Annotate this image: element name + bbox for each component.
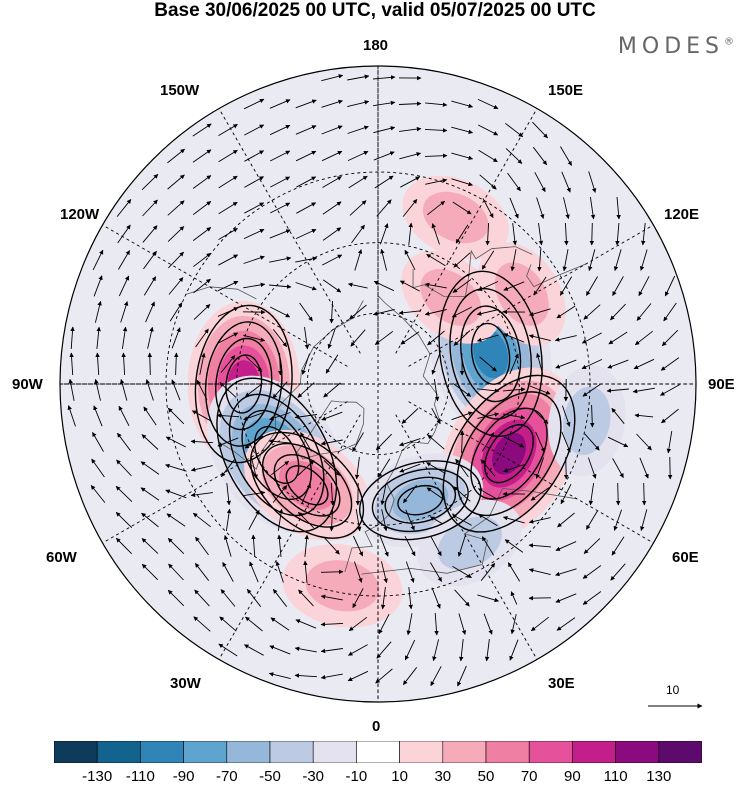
colorbar-tick-label: -90 [173, 768, 195, 785]
colorbar-tick-label: 90 [564, 768, 581, 785]
lon-label-120e: 120E [664, 206, 699, 223]
colorbar-tick-label: 130 [646, 768, 671, 785]
colorbar-tick-label: -50 [259, 768, 281, 785]
lon-label-120w: 120W [60, 206, 99, 223]
colorbar-segment [97, 741, 140, 763]
wind-arrow [618, 483, 619, 505]
colorbar-segment [486, 741, 529, 763]
colorbar-segment [529, 741, 572, 763]
colorbar-segment [572, 741, 615, 763]
wind-arrow [644, 483, 645, 505]
colorbar-segment [356, 741, 399, 763]
colorbar-segment [140, 741, 183, 763]
reference-vector-label: 10 [666, 683, 679, 697]
colorbar-tick-label: -110 [126, 768, 155, 785]
colorbar-tick-label: -10 [346, 768, 368, 785]
colorbar-segment [400, 741, 443, 763]
lon-label-60w: 60W [46, 549, 77, 566]
colorbar [54, 741, 702, 763]
colorbar-segment [616, 741, 659, 763]
colorbar-segment [443, 741, 486, 763]
colorbar-tick-label: 30 [434, 768, 451, 785]
colorbar-tick-label: -30 [302, 768, 324, 785]
wind-arrow [150, 353, 151, 375]
colorbar-tick-label: 70 [521, 768, 538, 785]
colorbar-segment [659, 741, 702, 763]
colorbar-tick-label: 110 [604, 768, 628, 785]
colorbar-tick-label: 50 [478, 768, 495, 785]
colorbar-segment [184, 741, 227, 763]
lon-label-150w: 150W [160, 82, 199, 99]
lon-label-90e: 90E [708, 376, 735, 393]
lon-label-150e: 150E [548, 82, 583, 99]
wind-arrow [592, 223, 593, 245]
lon-label-30e: 30E [548, 675, 575, 692]
wind-arrow [566, 457, 567, 479]
lon-label-0: 0 [372, 718, 380, 735]
colorbar-segment [54, 741, 97, 763]
lon-label-90w: 90W [12, 376, 43, 393]
colorbar-segment [313, 741, 356, 763]
lon-label-180: 180 [363, 37, 388, 54]
lon-label-60e: 60E [672, 549, 699, 566]
colorbar-segment [270, 741, 313, 763]
colorbar-tick-label: -70 [216, 768, 238, 785]
colorbar-segment [227, 741, 270, 763]
colorbar-tick-label: 10 [391, 768, 408, 785]
wind-arrow [321, 572, 343, 573]
lon-label-30w: 30W [170, 675, 201, 692]
colorbar-tick-label: -130 [82, 768, 112, 785]
